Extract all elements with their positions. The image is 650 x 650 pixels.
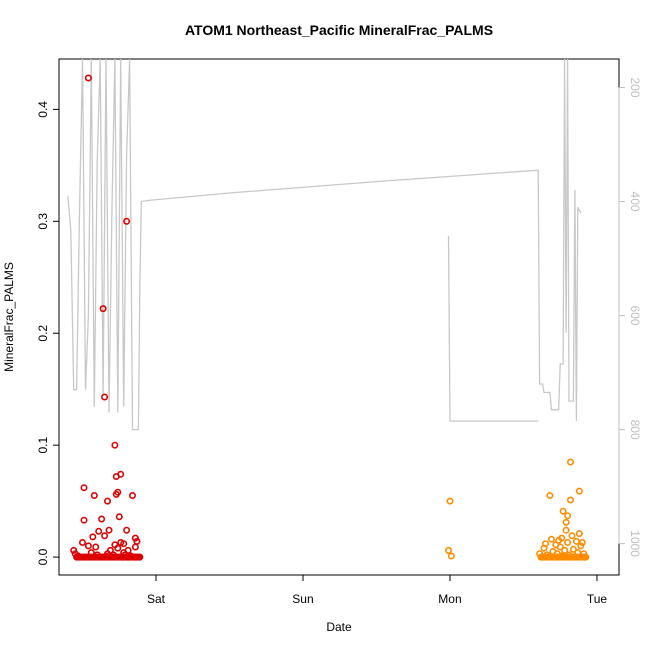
x-tick-label: Mon <box>438 592 461 606</box>
data-point <box>80 484 88 492</box>
x-tick-label: Sun <box>292 592 313 606</box>
y-tick-label: 0.0 <box>36 548 50 565</box>
data-point <box>117 470 125 478</box>
right-tick-label: 1000 <box>628 530 642 557</box>
data-point <box>79 538 87 546</box>
y-tick-label: 0.1 <box>36 436 50 453</box>
right-tick-label: 600 <box>628 306 642 326</box>
altitude-line-layer <box>67 58 582 431</box>
chart-title: ATOM1 Northeast_Pacific MineralFrac_PALM… <box>185 22 493 38</box>
data-point <box>101 393 109 401</box>
x-tick-label: Tue <box>587 592 608 606</box>
data-point <box>84 542 92 550</box>
data-point <box>99 305 107 313</box>
y-tick-label: 0.3 <box>36 213 50 230</box>
data-point <box>556 543 564 551</box>
data-point <box>120 540 128 548</box>
data-point <box>558 534 566 542</box>
data-point <box>115 513 123 521</box>
x-tick-label: Sat <box>147 592 166 606</box>
data-point <box>135 553 143 561</box>
data-point <box>575 530 583 538</box>
data-point <box>105 526 113 534</box>
altitude-line <box>67 58 582 431</box>
data-point <box>546 491 554 499</box>
altitude-line-segment <box>447 235 539 422</box>
data-point <box>568 532 576 540</box>
data-point <box>90 491 98 499</box>
x-axis-label: Date <box>326 620 352 634</box>
y-tick-label: 0.2 <box>36 325 50 342</box>
data-point <box>111 441 119 449</box>
data-point <box>577 542 585 550</box>
data-points-layer <box>70 74 590 561</box>
data-point <box>70 546 78 554</box>
y-axis-label: MineralFrac_PALMS <box>2 262 16 372</box>
data-point <box>572 537 580 545</box>
data-point <box>80 516 88 524</box>
data-point <box>123 526 131 534</box>
data-point <box>92 543 100 551</box>
data-point <box>447 552 455 560</box>
data-point <box>446 497 454 505</box>
data-point <box>566 458 574 466</box>
data-point <box>95 527 103 535</box>
right-tick-label: 200 <box>628 77 642 97</box>
y-tick-label: 0.4 <box>36 101 50 118</box>
data-point <box>547 535 555 543</box>
data-point <box>444 546 452 554</box>
data-point <box>541 540 549 548</box>
data-point <box>129 491 137 499</box>
data-point <box>582 553 590 561</box>
data-point <box>564 512 572 520</box>
data-point <box>131 543 139 551</box>
data-point <box>98 515 106 523</box>
data-point <box>575 487 583 495</box>
data-point <box>131 534 139 542</box>
data-point <box>114 488 122 496</box>
data-point <box>84 74 92 82</box>
data-point <box>104 497 112 505</box>
data-point <box>123 217 131 225</box>
right-tick-label: 800 <box>628 420 642 440</box>
left-axis: 0.0 0.1 0.2 0.3 0.4 <box>36 101 60 565</box>
data-point <box>564 538 572 546</box>
data-point <box>133 537 141 545</box>
data-point <box>114 544 122 552</box>
data-point <box>569 545 577 553</box>
data-point <box>562 526 570 534</box>
bottom-axis: Sat Sun Mon Tue <box>147 574 608 606</box>
plot-frame <box>58 58 620 576</box>
data-point <box>124 546 132 554</box>
data-point <box>89 533 97 541</box>
data-point <box>566 496 574 504</box>
data-point <box>561 546 569 554</box>
data-point <box>562 518 570 526</box>
right-tick-label: 400 <box>628 192 642 212</box>
data-point <box>559 507 567 515</box>
data-point <box>101 532 109 540</box>
data-point <box>578 538 586 546</box>
right-axis: 200 400 600 800 1000 <box>618 77 642 557</box>
